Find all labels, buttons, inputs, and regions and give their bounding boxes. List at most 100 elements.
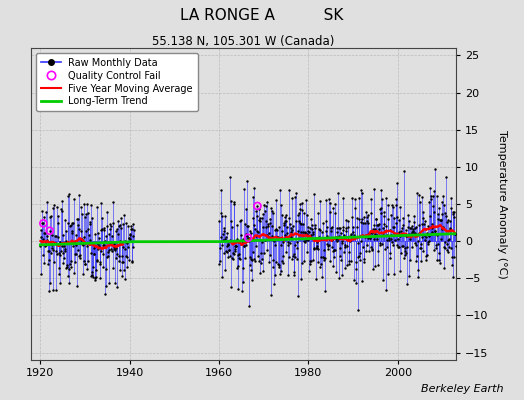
Point bbox=[329, 263, 337, 270]
Point bbox=[419, 208, 428, 215]
Point bbox=[446, 218, 454, 225]
Point bbox=[443, 237, 452, 243]
Point bbox=[68, 220, 76, 226]
Point bbox=[244, 222, 252, 229]
Point bbox=[221, 236, 229, 242]
Point bbox=[106, 226, 114, 232]
Point bbox=[361, 234, 369, 240]
Point bbox=[233, 265, 242, 271]
Point bbox=[339, 194, 347, 201]
Point bbox=[363, 242, 372, 248]
Point bbox=[346, 238, 354, 244]
Point bbox=[292, 218, 300, 225]
Point bbox=[95, 235, 103, 242]
Point bbox=[100, 242, 108, 248]
Point bbox=[229, 256, 237, 262]
Point bbox=[369, 226, 377, 232]
Point bbox=[294, 210, 303, 216]
Point bbox=[41, 243, 49, 249]
Point bbox=[321, 197, 330, 203]
Point bbox=[90, 250, 99, 257]
Point bbox=[303, 228, 312, 235]
Point bbox=[302, 197, 310, 204]
Point bbox=[440, 265, 449, 271]
Point bbox=[377, 186, 386, 193]
Point bbox=[334, 275, 343, 281]
Point bbox=[275, 224, 283, 230]
Point bbox=[101, 238, 109, 244]
Point bbox=[127, 226, 135, 232]
Point bbox=[226, 253, 234, 259]
Point bbox=[120, 211, 128, 218]
Point bbox=[308, 229, 316, 235]
Point bbox=[381, 223, 390, 230]
Point bbox=[392, 196, 400, 203]
Point bbox=[335, 224, 343, 231]
Point bbox=[292, 238, 301, 245]
Point bbox=[244, 234, 253, 241]
Point bbox=[391, 232, 399, 238]
Point bbox=[322, 233, 331, 240]
Point bbox=[276, 242, 285, 248]
Point bbox=[266, 215, 274, 222]
Point bbox=[247, 267, 256, 273]
Point bbox=[367, 244, 376, 250]
Point bbox=[275, 262, 283, 268]
Point bbox=[260, 202, 268, 208]
Point bbox=[92, 258, 101, 264]
Point bbox=[46, 228, 54, 234]
Point bbox=[109, 199, 117, 206]
Point bbox=[264, 222, 272, 229]
Point bbox=[420, 236, 429, 243]
Point bbox=[243, 233, 251, 240]
Point bbox=[234, 252, 242, 258]
Point bbox=[282, 212, 290, 218]
Point bbox=[404, 212, 412, 218]
Point bbox=[348, 224, 357, 230]
Point bbox=[281, 218, 289, 224]
Point bbox=[257, 214, 266, 221]
Point bbox=[334, 236, 342, 242]
Text: Berkeley Earth: Berkeley Earth bbox=[421, 384, 503, 394]
Point bbox=[305, 258, 314, 264]
Point bbox=[449, 274, 457, 280]
Point bbox=[266, 220, 274, 226]
Point bbox=[90, 250, 98, 257]
Point bbox=[323, 240, 331, 247]
Point bbox=[110, 246, 118, 252]
Point bbox=[397, 250, 406, 256]
Point bbox=[219, 213, 227, 220]
Point bbox=[424, 233, 433, 240]
Point bbox=[115, 223, 124, 229]
Point bbox=[215, 218, 223, 224]
Point bbox=[56, 252, 64, 258]
Point bbox=[112, 244, 120, 251]
Point bbox=[241, 221, 249, 227]
Point bbox=[439, 224, 447, 230]
Point bbox=[57, 206, 65, 212]
Point bbox=[296, 206, 304, 212]
Point bbox=[274, 234, 282, 240]
Point bbox=[89, 264, 97, 270]
Point bbox=[64, 193, 72, 200]
Point bbox=[78, 236, 86, 242]
Point bbox=[251, 226, 259, 232]
Point bbox=[423, 230, 431, 236]
Point bbox=[410, 213, 418, 220]
Point bbox=[330, 247, 338, 253]
Point bbox=[235, 256, 244, 262]
Point bbox=[375, 226, 383, 232]
Point bbox=[412, 190, 421, 196]
Point bbox=[366, 230, 374, 236]
Point bbox=[304, 237, 312, 244]
Point bbox=[416, 244, 424, 251]
Point bbox=[427, 224, 435, 230]
Point bbox=[325, 236, 333, 243]
Point bbox=[282, 218, 291, 224]
Point bbox=[358, 190, 366, 196]
Point bbox=[430, 188, 438, 194]
Point bbox=[337, 230, 345, 236]
Point bbox=[390, 237, 399, 243]
Point bbox=[347, 258, 355, 264]
Point bbox=[305, 261, 314, 267]
